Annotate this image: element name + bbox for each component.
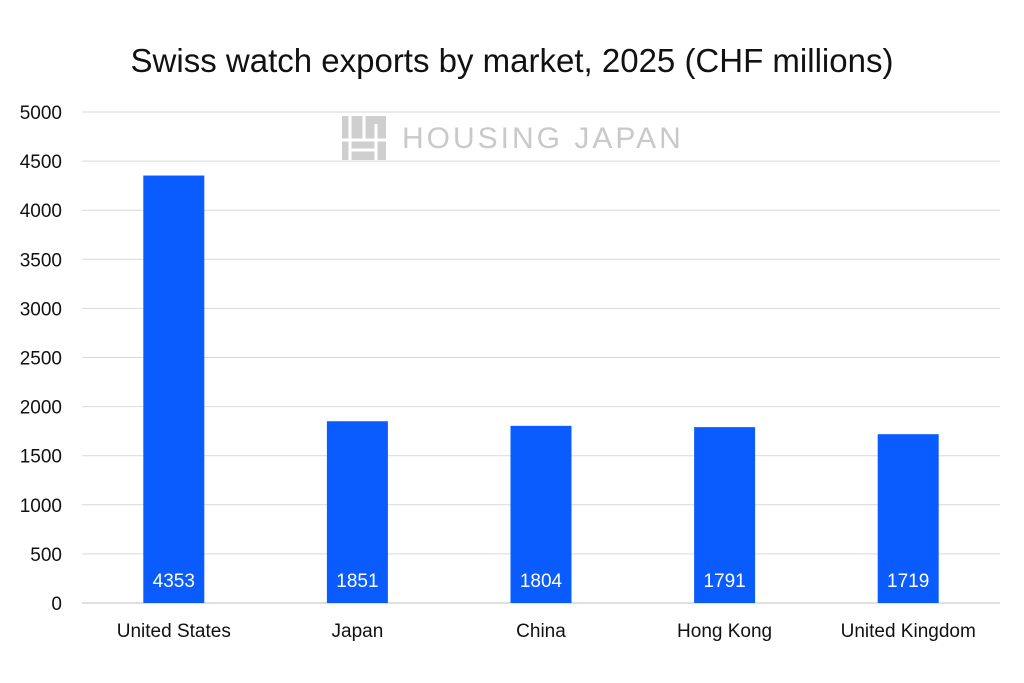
data-label: 1791 xyxy=(703,571,745,592)
y-tick-label: 5000 xyxy=(20,103,62,124)
y-tick-label: 500 xyxy=(30,545,62,566)
bar xyxy=(877,434,939,603)
watermark-text: HOUSING JAPAN xyxy=(402,122,684,155)
x-category-label: United States xyxy=(117,621,231,642)
bar xyxy=(694,427,756,603)
x-axis-labels: United States Japan China Hong Kong United K… xyxy=(117,621,976,642)
x-category-label: Japan xyxy=(332,621,384,642)
y-tick-label: 1500 xyxy=(20,447,62,468)
y-tick-label: 2000 xyxy=(20,398,62,419)
y-tick-label: 1000 xyxy=(20,496,62,517)
y-tick-label: 4000 xyxy=(20,201,62,222)
chart-title: Swiss watch exports by market, 2025 (CHF… xyxy=(130,42,894,79)
watermark: HOUSING JAPAN xyxy=(342,116,684,160)
y-tick-label: 2500 xyxy=(20,349,62,370)
bar xyxy=(143,175,205,603)
y-tick-label: 3000 xyxy=(20,299,62,320)
data-label: 1851 xyxy=(336,571,378,592)
x-category-label: Hong Kong xyxy=(677,621,772,642)
y-tick-label: 4500 xyxy=(20,152,62,173)
data-label: 1804 xyxy=(520,571,563,592)
housing-japan-logo-icon xyxy=(342,116,386,160)
y-tick-label: 0 xyxy=(51,594,62,615)
bar xyxy=(510,425,572,603)
data-label: 4353 xyxy=(153,571,195,592)
bars: 4353 1851 1804 1791 1719 xyxy=(143,175,939,603)
data-label: 1719 xyxy=(887,571,929,592)
x-category-label: United Kingdom xyxy=(841,621,976,642)
bar xyxy=(326,421,388,603)
y-axis-ticks: 0 500 1000 1500 2000 2500 3000 3500 4000 4500 5000 xyxy=(20,103,62,615)
y-tick-label: 3500 xyxy=(20,250,62,271)
x-category-label: China xyxy=(516,621,566,642)
